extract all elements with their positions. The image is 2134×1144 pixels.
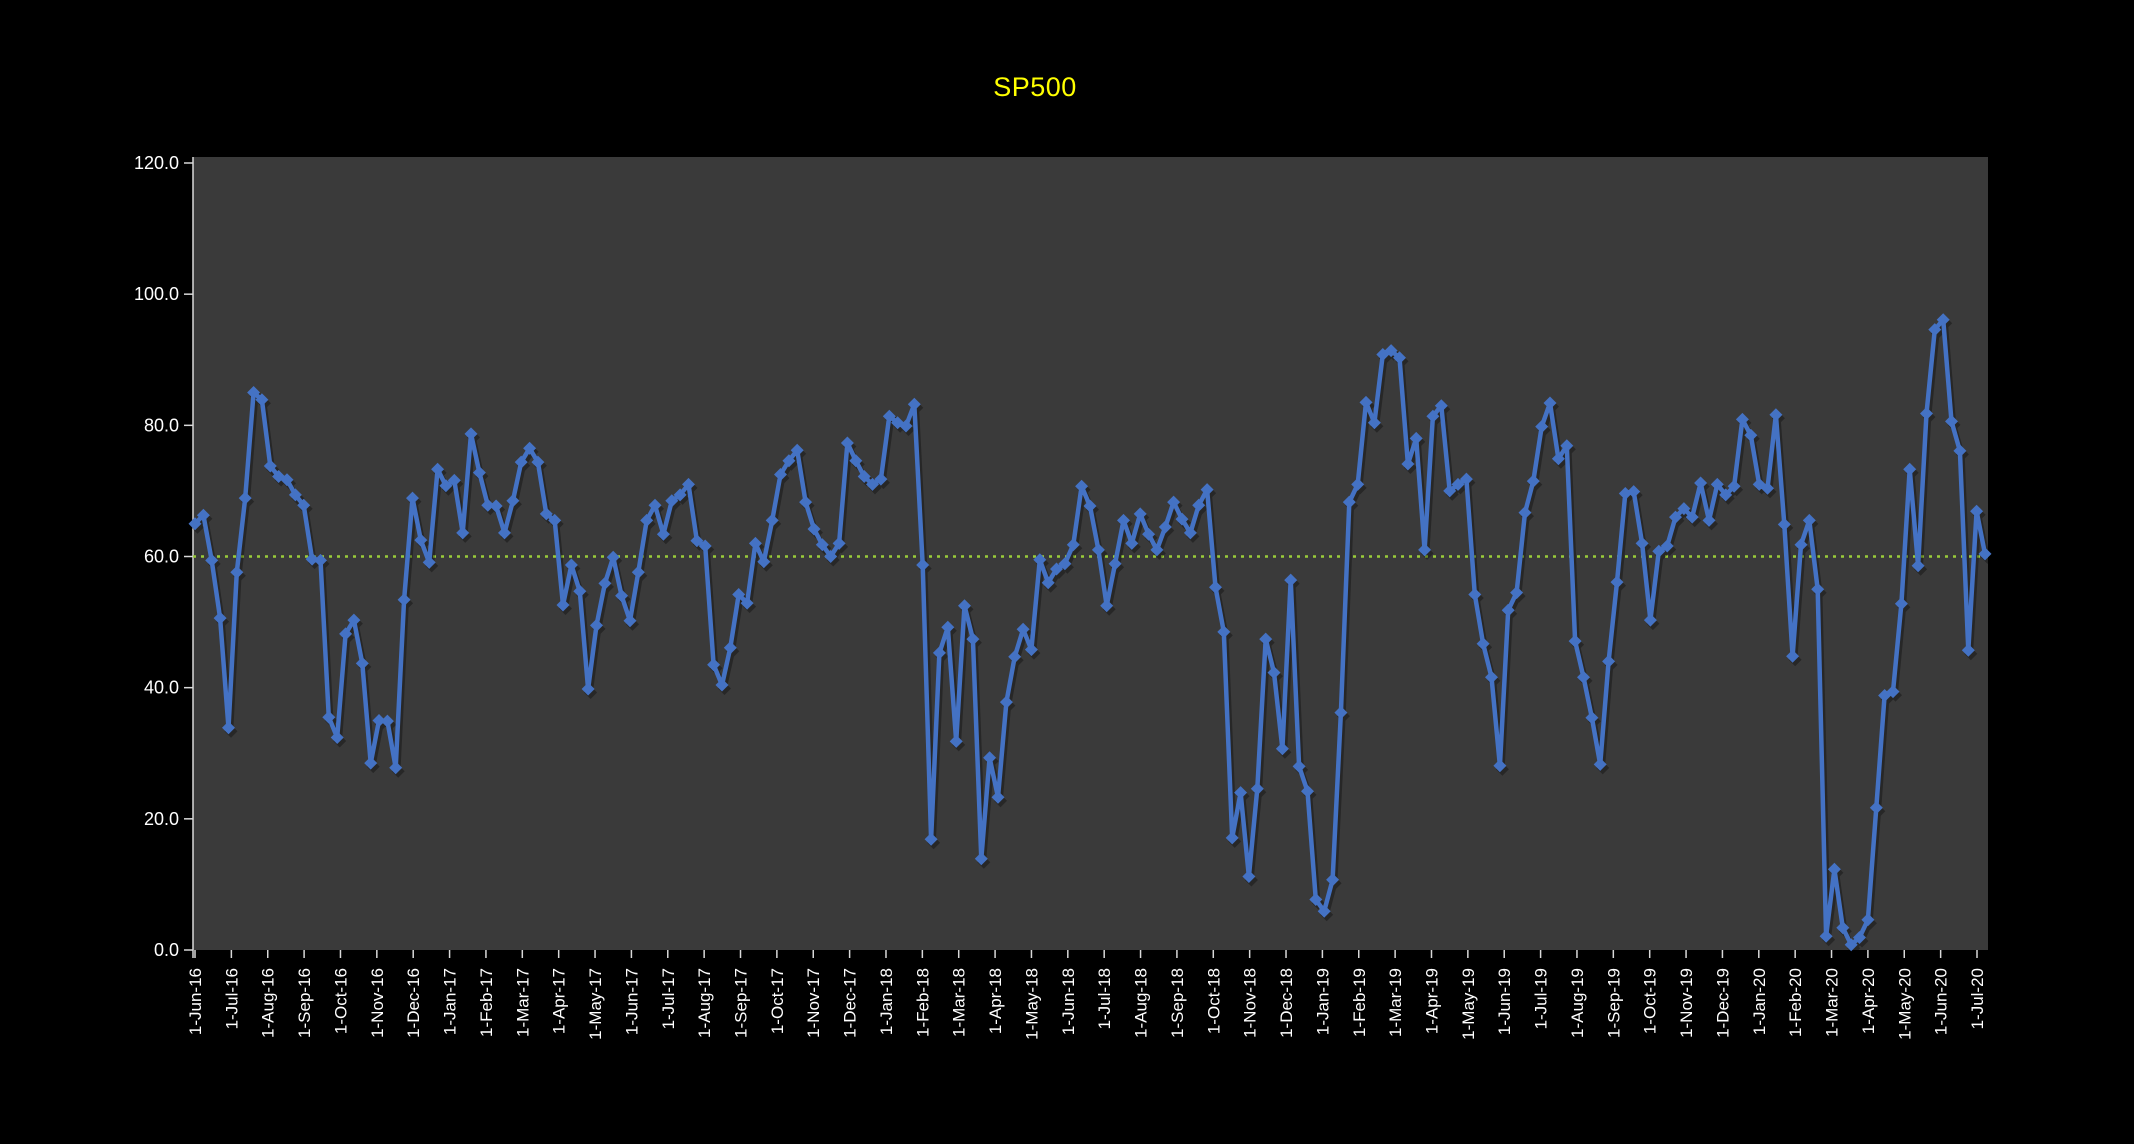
x-tick-label: 1-Dec-19: [1713, 968, 1732, 1038]
x-tick-label: 1-Mar-17: [513, 968, 532, 1037]
x-tick-label: 1-Nov-16: [368, 968, 387, 1038]
x-tick-label: 1-Nov-17: [804, 968, 823, 1038]
x-tick-label: 1-Mar-18: [950, 968, 969, 1037]
x-tick-label: 1-May-18: [1022, 968, 1041, 1040]
x-tick-label: 1-Jul-18: [1095, 968, 1114, 1029]
x-tick-label: 1-May-19: [1459, 968, 1478, 1040]
x-tick-label: 1-Feb-19: [1350, 968, 1369, 1037]
x-tick-label: 1-May-20: [1895, 968, 1914, 1040]
x-tick-label: 1-Jun-16: [186, 968, 205, 1035]
y-tick-label: 80.0: [144, 415, 179, 435]
plot-area: [193, 157, 1988, 950]
x-tick-label: 1-Feb-17: [477, 968, 496, 1037]
x-tick-label: 1-Apr-18: [986, 968, 1005, 1034]
x-tick-label: 1-Sep-18: [1168, 968, 1187, 1038]
x-tick-label: 1-Sep-17: [732, 968, 751, 1038]
x-tick-label: 1-Mar-19: [1386, 968, 1405, 1037]
x-tick-label: 1-Apr-20: [1859, 968, 1878, 1034]
x-tick-label: 1-Jul-20: [1968, 968, 1987, 1029]
x-tick-label: 1-Jan-17: [441, 968, 460, 1035]
x-tick-label: 1-Jul-19: [1532, 968, 1551, 1029]
x-tick-label: 1-Jan-18: [877, 968, 896, 1035]
y-tick-label: 60.0: [144, 547, 179, 567]
x-tick-label: 1-Sep-19: [1604, 968, 1623, 1038]
x-tick-label: 1-Aug-19: [1568, 968, 1587, 1038]
x-tick-label: 1-Sep-16: [295, 968, 314, 1038]
x-tick-label: 1-Aug-16: [259, 968, 278, 1038]
x-tick-label: 1-Jan-20: [1750, 968, 1769, 1035]
x-tick-label: 1-Oct-16: [331, 968, 350, 1034]
x-tick-label: 1-Jun-17: [622, 968, 641, 1035]
x-tick-label: 1-Jul-16: [222, 968, 241, 1029]
x-axis: 1-Jun-16 1-Jul-16 1-Aug-16 1-Sep-16 1-Oct-16…: [186, 950, 1987, 1040]
y-tick-label: 20.0: [144, 809, 179, 829]
x-tick-label: 1-Oct-19: [1641, 968, 1660, 1034]
y-tick-label: 120.0: [134, 153, 179, 173]
x-tick-label: 1-Nov-19: [1677, 968, 1696, 1038]
x-tick-label: 1-Jun-20: [1932, 968, 1951, 1035]
x-tick-label: 1-Apr-17: [550, 968, 569, 1034]
x-tick-label: 1-Jan-19: [1313, 968, 1332, 1035]
y-tick-label: 100.0: [134, 284, 179, 304]
x-tick-label: 1-May-17: [586, 968, 605, 1040]
x-tick-label: 1-Dec-16: [404, 968, 423, 1038]
x-tick-label: 1-Apr-19: [1422, 968, 1441, 1034]
y-tick-label: 40.0: [144, 678, 179, 698]
x-tick-label: 1-Dec-17: [841, 968, 860, 1038]
x-tick-label: 1-Jun-18: [1059, 968, 1078, 1035]
x-tick-label: 1-Nov-18: [1241, 968, 1260, 1038]
x-tick-label: 1-Jul-17: [659, 968, 678, 1029]
x-tick-label: 1-Oct-17: [768, 968, 787, 1034]
x-tick-label: 1-Aug-17: [695, 968, 714, 1038]
x-tick-label: 1-Jun-19: [1495, 968, 1514, 1035]
x-tick-label: 1-Feb-18: [913, 968, 932, 1037]
y-axis: 0.0 20.0 40.0 60.0 80.0 100.0 120.0: [134, 153, 193, 960]
x-tick-label: 1-Oct-18: [1204, 968, 1223, 1034]
chart-title: SP500: [993, 72, 1077, 102]
x-tick-label: 1-Feb-20: [1786, 968, 1805, 1037]
y-tick-label: 0.0: [154, 940, 179, 960]
x-tick-label: 1-Dec-18: [1277, 968, 1296, 1038]
x-tick-label: 1-Aug-18: [1132, 968, 1151, 1038]
x-tick-label: 1-Mar-20: [1823, 968, 1842, 1037]
